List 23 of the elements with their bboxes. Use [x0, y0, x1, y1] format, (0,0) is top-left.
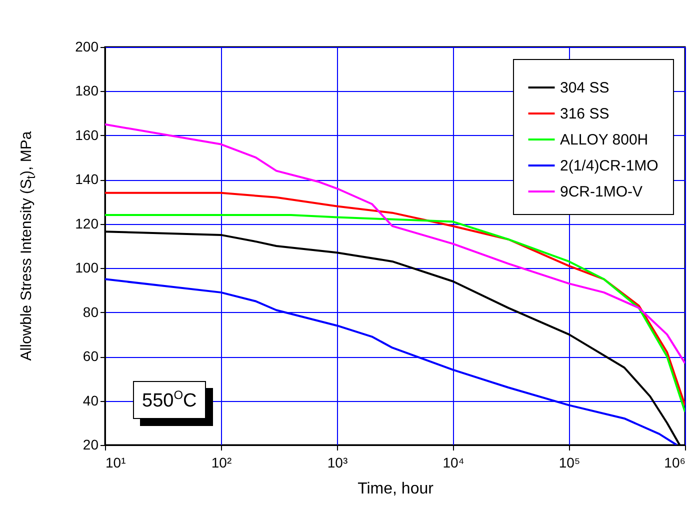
legend-label: 316 SS	[560, 106, 610, 122]
y-tick-label: 40	[82, 392, 99, 408]
legend-label: 304 SS	[560, 80, 610, 96]
x-tick-label: 10³	[327, 454, 348, 470]
x-axis-title: Time, hour	[358, 480, 434, 498]
annotation: 550$^{O}$C	[133, 381, 206, 420]
y-tick-label: 180	[75, 82, 99, 99]
y-tick-label: 80	[82, 304, 99, 320]
x-tick-label: 10⁴	[442, 454, 464, 470]
y-tick-label: 200	[75, 38, 99, 54]
y-tick-label: 60	[82, 348, 99, 364]
legend-label: ALLOY 800H	[560, 132, 648, 148]
y-tick-label: 20	[82, 436, 99, 452]
y-tick-label: 140	[75, 171, 99, 188]
y-tick-label: 120	[75, 215, 99, 232]
legend-label: 9CR-1MO-V	[560, 184, 643, 200]
y-tick-label: 160	[75, 126, 99, 143]
x-tick-label: 10¹	[106, 454, 126, 470]
legend-label: 2(1/4)CR-1MO	[560, 158, 658, 174]
y-tick-label: 100	[75, 260, 99, 276]
x-tick-label: 10⁵	[558, 454, 580, 470]
x-tick-label: 10²	[211, 454, 232, 470]
x-tick-label: 10⁶	[664, 454, 686, 470]
